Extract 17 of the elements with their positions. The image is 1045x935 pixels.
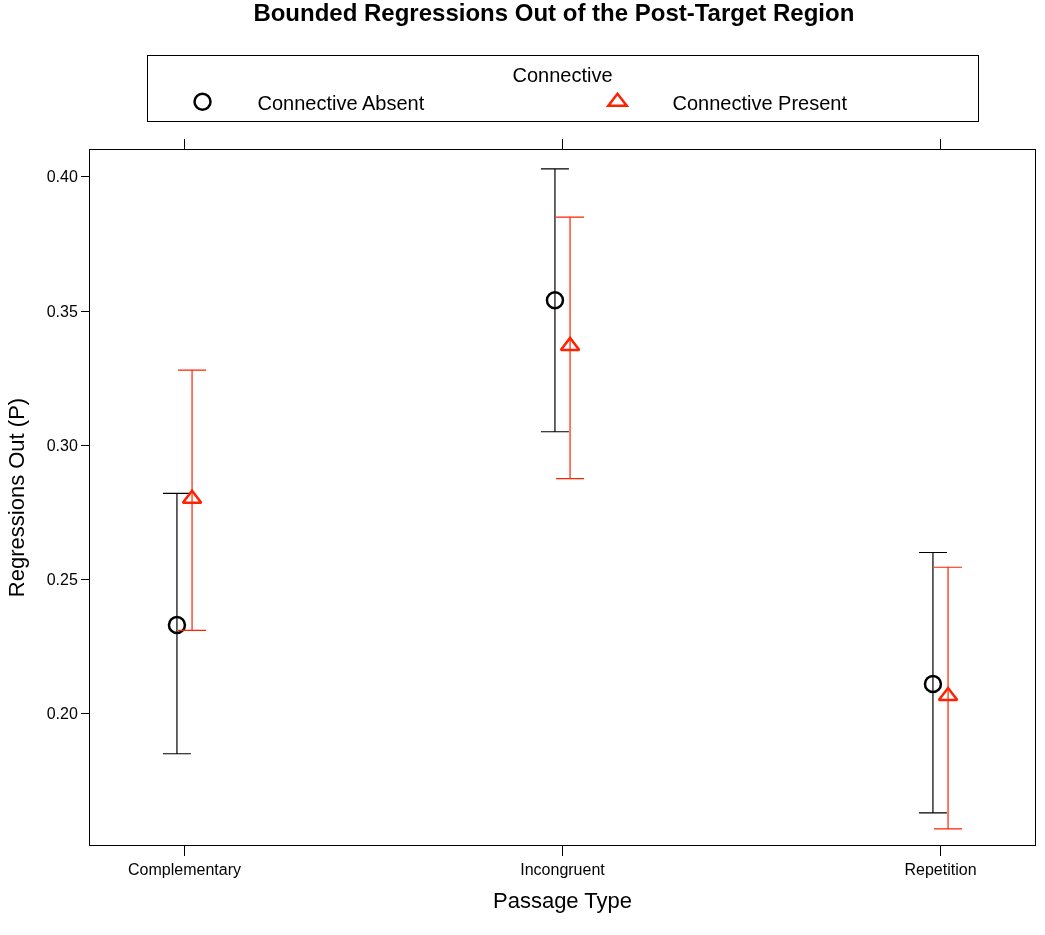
y-tick-label: 0.40 [46, 168, 78, 186]
y-tick-label: 0.20 [46, 705, 78, 723]
point [559, 336, 581, 352]
chart-title: Bounded Regressions Out of the Post-Target Region [253, 0, 855, 27]
x-tick-label: Complementary [128, 861, 241, 879]
legend-label: Connective Present [672, 91, 848, 114]
y-tick-label: 0.35 [46, 302, 78, 320]
y-tick-label: 0.30 [46, 436, 78, 454]
point [937, 686, 959, 702]
point [181, 489, 203, 505]
legend-label: Connective Absent [257, 91, 425, 114]
y-tick-label: 0.25 [46, 570, 78, 588]
x-axis-title: Passage Type [492, 888, 633, 914]
y-axis-title: Regressions Out (P) [4, 397, 30, 598]
x-tick-label: Repetition [904, 861, 977, 879]
legend-title: Connective [512, 64, 613, 87]
x-tick-label: Incongruent [520, 861, 606, 879]
